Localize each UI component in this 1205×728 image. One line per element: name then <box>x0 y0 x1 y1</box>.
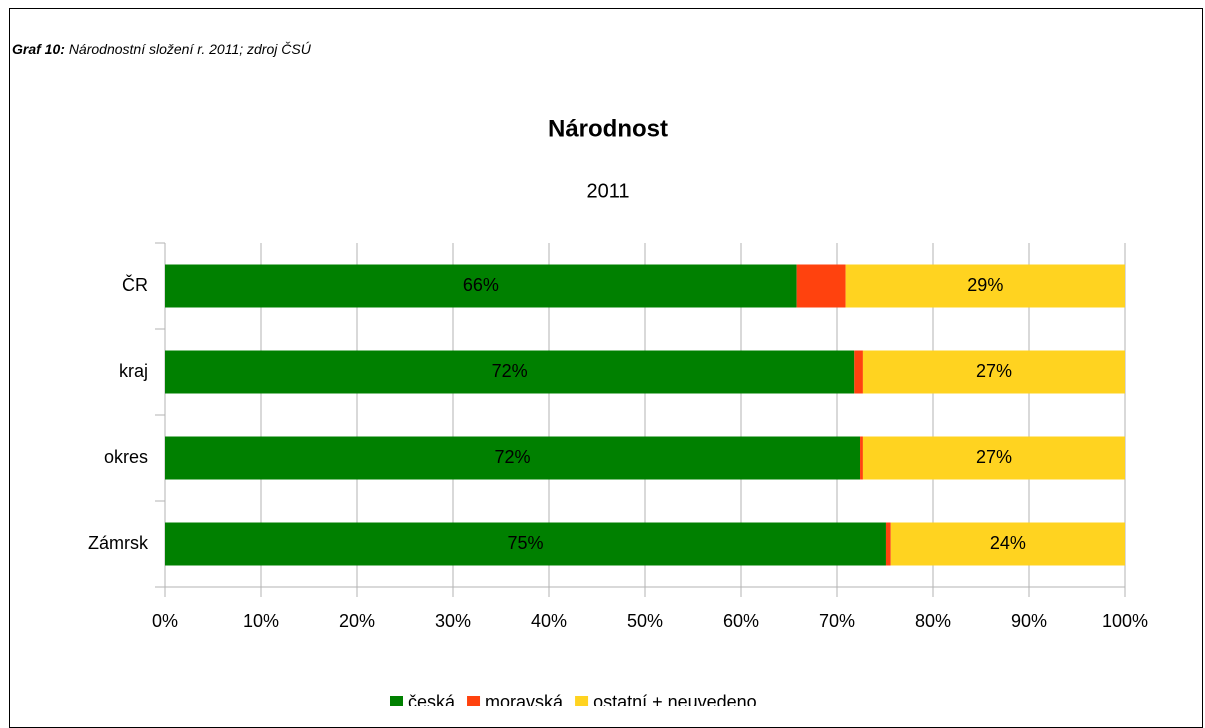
bar-segment <box>862 436 1125 480</box>
legend-label: ostatní + neuvedeno <box>593 692 757 706</box>
x-tick-label: 100% <box>1102 611 1148 631</box>
chart: Národnost 2011 0% 10% 20% 30% 40% 50% 60% 70% 80… <box>88 115 1148 706</box>
data-label: 27% <box>976 361 1012 381</box>
x-tick-label: 80% <box>915 611 951 631</box>
caption-text: Národnostní složení r. 2011; zdroj ČSÚ <box>68 41 311 57</box>
x-tick-label: 10% <box>243 611 279 631</box>
bar-segment <box>165 350 855 394</box>
bar-segment <box>854 350 863 394</box>
page: {"caption": {"label": "Graf 10:", "text"… <box>9 8 1203 728</box>
x-tick-label: 30% <box>435 611 471 631</box>
x-tick-label: 70% <box>819 611 855 631</box>
legend-swatch <box>390 696 403 706</box>
bar-segment <box>885 522 891 566</box>
data-label: 66% <box>463 275 499 295</box>
bar-segment <box>862 350 1125 394</box>
y-tick-label: Zámrsk <box>88 533 149 553</box>
legend-label: česká <box>408 692 456 706</box>
caption-label: Graf 10: <box>12 41 65 57</box>
data-label: 27% <box>976 447 1012 467</box>
y-tick-label: kraj <box>119 361 148 381</box>
caption: Graf 10: Národnostní složení r. 2011; zd… <box>12 40 387 59</box>
bar-segment <box>796 264 846 308</box>
legend-swatch <box>575 696 589 706</box>
data-label: 24% <box>990 533 1026 553</box>
x-tick-label: 90% <box>1011 611 1047 631</box>
bar-segment <box>845 264 1125 308</box>
bar-segment <box>860 436 863 480</box>
x-tick-label: 20% <box>339 611 375 631</box>
bar-segment <box>165 436 861 480</box>
bar-segment <box>165 264 797 308</box>
data-label: 72% <box>492 361 528 381</box>
chart-title: Národnost <box>548 115 668 142</box>
x-tick-label: 40% <box>531 611 567 631</box>
y-tick-label: okres <box>104 447 148 467</box>
data-label: 75% <box>507 533 543 553</box>
legend-swatch <box>467 696 481 706</box>
y-tick-label: ČR <box>122 274 148 295</box>
chart-subtitle: 2011 <box>586 180 629 202</box>
x-tick-label: 60% <box>723 611 759 631</box>
x-tick-label: 50% <box>627 611 663 631</box>
data-label: 72% <box>495 447 531 467</box>
legend-label: moravská <box>485 692 564 706</box>
bar-segment <box>165 522 886 566</box>
x-tick-label: 0% <box>152 611 178 631</box>
bar-segment <box>890 522 1125 566</box>
data-label: 29% <box>967 275 1003 295</box>
